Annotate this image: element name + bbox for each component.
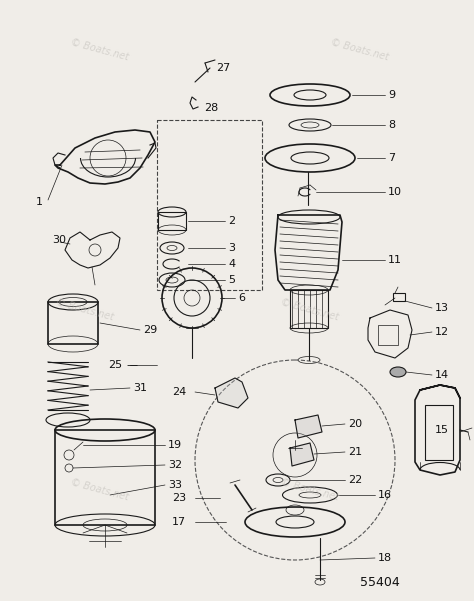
Bar	[290, 290, 328, 328]
Text: 14: 14	[435, 370, 449, 380]
Text: 19: 19	[168, 440, 182, 450]
Text: 15: 15	[435, 425, 449, 435]
Text: 29: 29	[143, 325, 157, 335]
Polygon shape	[290, 443, 314, 466]
Text: 24: 24	[172, 387, 186, 397]
Bar	[393, 293, 405, 301]
Text: 32: 32	[168, 460, 182, 470]
Text: 12: 12	[435, 327, 449, 337]
Text: 20: 20	[348, 419, 362, 429]
Text: 23: 23	[172, 493, 186, 503]
Text: 10: 10	[388, 187, 402, 197]
Polygon shape	[295, 415, 322, 438]
Text: 21: 21	[348, 447, 362, 457]
Text: 33: 33	[168, 480, 182, 490]
Text: 55404: 55404	[360, 576, 400, 590]
Text: 6: 6	[238, 293, 245, 303]
Text: © Boats.net: © Boats.net	[330, 37, 390, 63]
Bar	[425, 405, 453, 460]
Ellipse shape	[390, 367, 406, 377]
Text: 25: 25	[108, 360, 122, 370]
Text: 28: 28	[204, 103, 218, 113]
Text: © Boats.net: © Boats.net	[280, 477, 340, 502]
Text: © Boats.net: © Boats.net	[70, 37, 130, 63]
Text: 22: 22	[348, 475, 362, 485]
Text: 8: 8	[388, 120, 395, 130]
Text: 31: 31	[133, 383, 147, 393]
Text: 9: 9	[388, 90, 395, 100]
Bar	[157, 120, 262, 290]
Text: © Boats.net: © Boats.net	[70, 477, 130, 502]
Bar	[158, 212, 186, 230]
Text: 13: 13	[435, 303, 449, 313]
Text: © Boats.net: © Boats.net	[55, 297, 115, 323]
Bar	[55, 430, 155, 525]
Polygon shape	[215, 378, 248, 408]
Text: © Boats.net: © Boats.net	[280, 297, 340, 323]
Text: 18: 18	[378, 553, 392, 563]
Text: 17: 17	[172, 517, 186, 527]
Text: 7: 7	[388, 153, 395, 163]
Text: 11: 11	[388, 255, 402, 265]
Text: 2: 2	[228, 216, 235, 226]
Text: 1: 1	[36, 197, 43, 207]
Text: 4: 4	[228, 259, 235, 269]
Text: 30: 30	[52, 235, 66, 245]
Text: 16: 16	[378, 490, 392, 500]
Bar	[48, 302, 98, 344]
Bar	[378, 325, 398, 345]
Text: —: —	[126, 360, 137, 370]
Text: 5: 5	[228, 275, 235, 285]
Text: 27: 27	[216, 63, 230, 73]
Text: 3: 3	[228, 243, 235, 253]
